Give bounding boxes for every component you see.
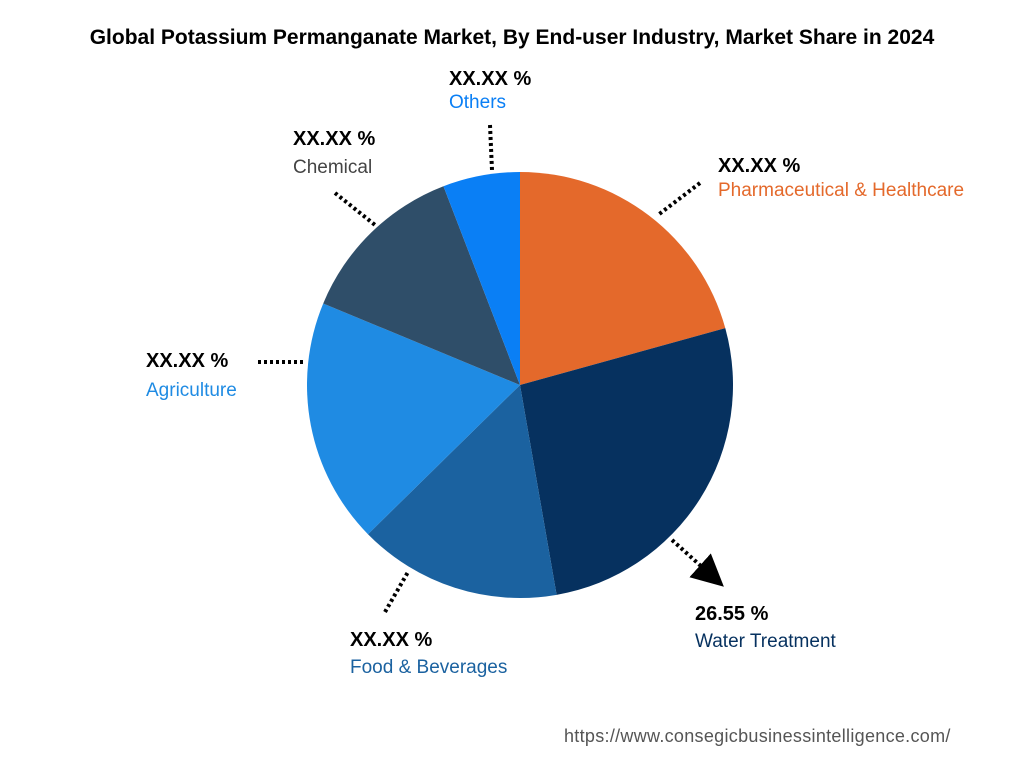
data-label-others: XX.XX %: [449, 68, 532, 90]
leader-line: [488, 124, 494, 171]
leader-line: [333, 191, 377, 227]
category-label-food-beverages: Food & Beverages: [350, 657, 508, 678]
pie-slice-water-treatment: [520, 328, 733, 595]
pie-slice-others: [443, 172, 520, 385]
leader-line: [670, 538, 724, 587]
data-label-agriculture: XX.XX %: [146, 350, 229, 372]
leader-line: [383, 571, 410, 613]
data-label-food-beverages: XX.XX %: [350, 629, 433, 651]
source-url[interactable]: https://www.consegicbusinessintelligence…: [564, 726, 951, 746]
data-label-chemical: XX.XX %: [293, 128, 376, 150]
pie-slice-chemical: [323, 186, 520, 385]
pie-slice-food-beverages: [367, 385, 557, 598]
data-label-pharmaceutical-healthcare: XX.XX %: [718, 155, 801, 177]
category-label-others: Others: [449, 92, 507, 113]
pie-slice-pharmaceutical-healthcare: [520, 172, 726, 385]
data-label-water-treatment: 26.55 %: [695, 603, 769, 625]
pie-slice-agriculture: [306, 303, 520, 535]
leader-line: [656, 181, 702, 217]
category-label-agriculture: Agriculture: [146, 380, 237, 401]
category-label-water-treatment: Water Treatment: [695, 631, 836, 652]
category-label-chemical: Chemical: [293, 157, 373, 178]
category-label-pharmaceutical-healthcare: Pharmaceutical & Healthcare: [718, 180, 965, 201]
chart-title: Global Potassium Permanganate Market, By…: [89, 26, 935, 49]
